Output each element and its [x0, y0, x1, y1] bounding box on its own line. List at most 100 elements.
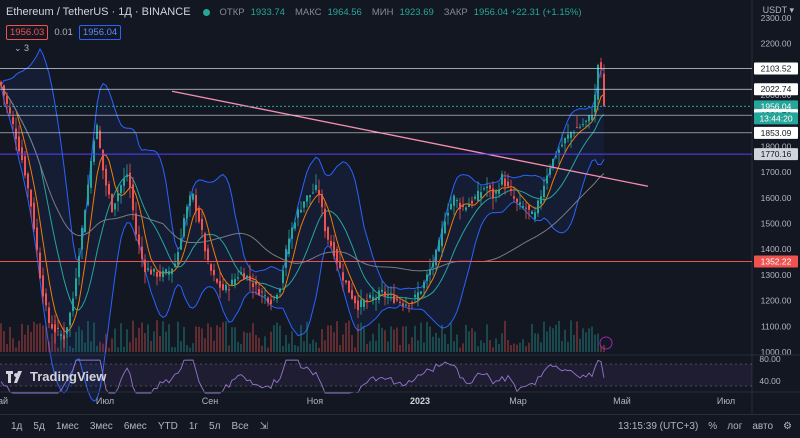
bollinger-lower — [0, 85, 605, 402]
range-1y[interactable]: 1г — [188, 421, 199, 432]
calendar-icon[interactable]: ⇲ — [259, 421, 269, 432]
open-value: 1933.74 — [250, 6, 285, 18]
candle-body — [30, 189, 32, 207]
range-5y[interactable]: 5л — [209, 421, 221, 432]
buy-button[interactable]: 1956.04 — [78, 25, 122, 40]
candle-body — [159, 271, 161, 277]
volume-bar — [210, 327, 212, 352]
volume-bar — [123, 346, 125, 352]
volume-bar — [399, 344, 401, 352]
volume-bar — [600, 345, 602, 352]
volume-bar — [147, 324, 149, 352]
volume-bar — [252, 323, 254, 352]
candle-body — [15, 128, 17, 140]
candle-body — [222, 284, 224, 290]
volume-bar — [432, 336, 434, 352]
symbol-title[interactable]: Ethereum / TetherUS · 1Д · BINANCE — [6, 6, 191, 18]
candle-body — [186, 206, 188, 219]
volume-bar — [45, 326, 47, 352]
candle-body — [42, 275, 44, 297]
volume-bar — [468, 331, 470, 352]
auto-toggle[interactable]: авто — [752, 421, 774, 432]
volume-bar — [246, 332, 248, 352]
volume-bar — [336, 321, 338, 352]
indicators-toggle[interactable]: ⌄ 3 — [14, 43, 30, 53]
candle-body — [594, 94, 596, 113]
range-all[interactable]: Все — [231, 421, 249, 432]
candle-body — [486, 186, 488, 189]
candle-body — [111, 194, 113, 213]
range-6m[interactable]: 6мес — [123, 421, 147, 432]
candle-body — [387, 295, 389, 297]
volume-bar — [267, 347, 269, 352]
range-ytd[interactable]: YTD — [157, 421, 178, 432]
candle-body — [0, 81, 2, 86]
candle-body — [198, 209, 200, 222]
level-tag-label: 2103.52 — [761, 63, 792, 73]
percent-toggle[interactable]: % — [708, 421, 718, 432]
volume-bar — [150, 340, 152, 352]
clock-time[interactable]: 13:15:39 (UTC+3) — [617, 421, 699, 432]
level-tag — [754, 83, 798, 96]
y-tick-label: 1800.00 — [761, 141, 792, 151]
candle-body — [552, 158, 554, 169]
volume-bar — [420, 322, 422, 352]
volume-bar — [249, 332, 251, 352]
volume-bar — [528, 342, 530, 352]
candle-body — [210, 264, 212, 271]
volume-bar — [492, 347, 494, 352]
volume-bar — [531, 324, 533, 352]
candle-body — [270, 299, 272, 305]
volume-bar — [3, 330, 5, 352]
volume-bar — [96, 346, 98, 352]
volume-bar — [108, 347, 110, 352]
candle-body — [459, 202, 461, 210]
settings-gear-icon[interactable]: ⚙ — [783, 421, 792, 432]
volume-bar — [480, 340, 482, 352]
range-1d[interactable]: 1д — [11, 421, 23, 432]
candle-body — [549, 168, 551, 175]
tradingview-logo[interactable]: TradingView — [6, 369, 106, 384]
volume-bar — [522, 339, 524, 352]
candle-body — [366, 300, 368, 302]
volume-bar — [255, 334, 257, 352]
volume-bar — [36, 324, 38, 352]
range-5d[interactable]: 5д — [33, 421, 45, 432]
volume-bar — [474, 331, 476, 352]
currency-select[interactable]: USDT ▾ — [762, 5, 794, 15]
volume-bar — [417, 340, 419, 352]
volume-bar — [402, 326, 404, 352]
volume-bar — [180, 341, 182, 352]
log-toggle[interactable]: лог — [727, 421, 743, 432]
volume-bar — [240, 343, 242, 352]
volume-bar — [117, 347, 119, 352]
volume-bar — [561, 341, 563, 352]
candle-body — [294, 222, 296, 229]
candle-body — [558, 149, 560, 153]
candle-body — [309, 195, 311, 198]
volume-bar — [60, 335, 62, 352]
candle-body — [525, 207, 527, 209]
sell-button[interactable]: 1956.03 — [6, 25, 49, 40]
close-value: 1956.04 +22.31 (+1.15%) — [473, 6, 582, 18]
range-1m[interactable]: 1мес — [55, 421, 79, 432]
candle-body — [63, 335, 65, 340]
volume-bar — [513, 343, 515, 352]
candle-body — [603, 73, 605, 107]
candle-body — [540, 196, 542, 204]
range-3m[interactable]: 3мес — [89, 421, 113, 432]
candle-body — [81, 227, 83, 250]
volume-bar — [183, 326, 185, 352]
volume-bar — [339, 345, 341, 352]
candle-body — [132, 184, 134, 211]
candle-body — [195, 195, 197, 212]
volume-bar — [294, 345, 296, 352]
volume-bar — [30, 331, 32, 352]
candle-body — [243, 273, 245, 280]
volume-bar — [570, 320, 572, 352]
volume-bar — [498, 343, 500, 352]
volume-bar — [120, 323, 122, 352]
candle-body — [93, 140, 95, 162]
candle-body — [162, 270, 164, 277]
